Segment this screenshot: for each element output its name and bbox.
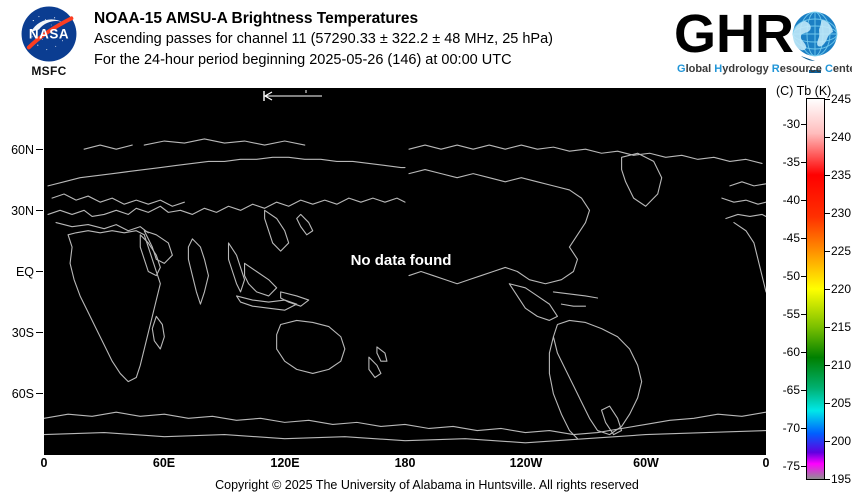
lon-label-60w: 60W (633, 456, 659, 470)
title-block: NOAA-15 AMSU-A Brightness Temperatures A… (94, 8, 674, 71)
lat-label-30s: 30S (11, 326, 34, 340)
lon-label-60e: 60E (152, 456, 176, 470)
cb-c-tick--70 (801, 428, 807, 429)
lat-tick-30s (36, 332, 43, 333)
ghrc-logo: GHRC Global Hydrology Resource Center (674, 4, 852, 75)
svg-text:NASA: NASA (29, 26, 69, 41)
cb-k-tick-220 (824, 289, 830, 290)
cb-k-label-195: 195 (831, 472, 852, 486)
cb-c-tick--65 (801, 390, 807, 391)
cb-c-tick--55 (801, 314, 807, 315)
copyright-notice: Copyright © 2025 The University of Alaba… (215, 478, 639, 492)
lat-tick-60s (36, 393, 43, 394)
nasa-meatball-icon: NASA (21, 6, 77, 62)
subtitle-channel: Ascending passes for channel 11 (57290.3… (94, 31, 553, 47)
cb-k-label-220: 220 (831, 282, 852, 296)
cb-k-tick-245 (824, 99, 830, 100)
cb-k-label-230: 230 (831, 206, 852, 220)
scale-marker-icon (263, 90, 322, 101)
lon-label-0-end: 0 (762, 456, 770, 470)
cb-k-label-205: 205 (831, 396, 852, 410)
lon-label-0: 0 (40, 456, 48, 470)
cb-c-tick--40 (801, 200, 807, 201)
lat-tick-eq (36, 271, 43, 272)
lat-label-eq: EQ (15, 265, 34, 279)
cb-k-tick-215 (824, 327, 830, 328)
colorbar-gradient (806, 98, 825, 480)
cb-c-tick--50 (801, 276, 807, 277)
cb-c-label--55: -55 (782, 307, 800, 321)
cb-k-tick-210 (824, 365, 830, 366)
lat-tick-60n (36, 149, 43, 150)
cb-k-label-240: 240 (831, 130, 852, 144)
lon-label-120w: 120W (509, 456, 543, 470)
cb-k-label-225: 225 (831, 244, 852, 258)
cb-c-label--60: -60 (782, 345, 800, 359)
lat-label-60s: 60S (11, 387, 34, 401)
lat-label-60n: 60N (11, 143, 34, 157)
lat-tick-30n (36, 210, 43, 211)
cb-c-label--50: -50 (782, 269, 800, 283)
ghrc-globe-icon (792, 11, 838, 73)
coastline-layer (44, 88, 766, 455)
world-map[interactable]: No data found (44, 88, 766, 455)
cb-c-label--75: -75 (782, 459, 800, 473)
cb-c-label--35: -35 (782, 155, 800, 169)
cb-c-tick--30 (801, 124, 807, 125)
cb-k-tick-235 (824, 175, 830, 176)
cb-c-label--70: -70 (782, 421, 800, 435)
cb-k-label-210: 210 (831, 358, 852, 372)
cb-k-tick-200 (824, 441, 830, 442)
lon-label-120e: 120E (270, 456, 300, 470)
cb-k-tick-240 (824, 137, 830, 138)
cb-k-label-235: 235 (831, 168, 852, 182)
cb-c-label--65: -65 (782, 383, 800, 397)
cb-c-tick--75 (801, 466, 807, 467)
cb-c-label--30: -30 (782, 117, 800, 131)
cb-c-label--40: -40 (782, 193, 800, 207)
cb-c-label--45: -45 (782, 231, 800, 245)
nasa-center-label: MSFC (31, 64, 67, 78)
cb-k-tick-225 (824, 251, 830, 252)
cb-k-label-215: 215 (831, 320, 852, 334)
lat-label-30n: 30N (11, 204, 34, 218)
ghrc-tagline: Global Hydrology Resource Center (677, 63, 852, 75)
cb-k-tick-205 (824, 403, 830, 404)
page-title: NOAA-15 AMSU-A Brightness Temperatures (94, 10, 419, 27)
cb-k-tick-230 (824, 213, 830, 214)
nasa-logo: NASA MSFC (13, 6, 85, 84)
subtitle-period: For the 24-hour period beginning 2025-05… (94, 52, 512, 68)
cb-c-tick--60 (801, 352, 807, 353)
lon-label-180: 180 (394, 456, 416, 470)
cb-k-label-245: 245 (831, 92, 852, 106)
cb-c-tick--45 (801, 238, 807, 239)
cb-k-label-200: 200 (831, 434, 852, 448)
colorbar-header: (C) Tb (K) (776, 84, 832, 98)
cb-k-tick-195 (824, 479, 830, 480)
cb-c-tick--35 (801, 162, 807, 163)
